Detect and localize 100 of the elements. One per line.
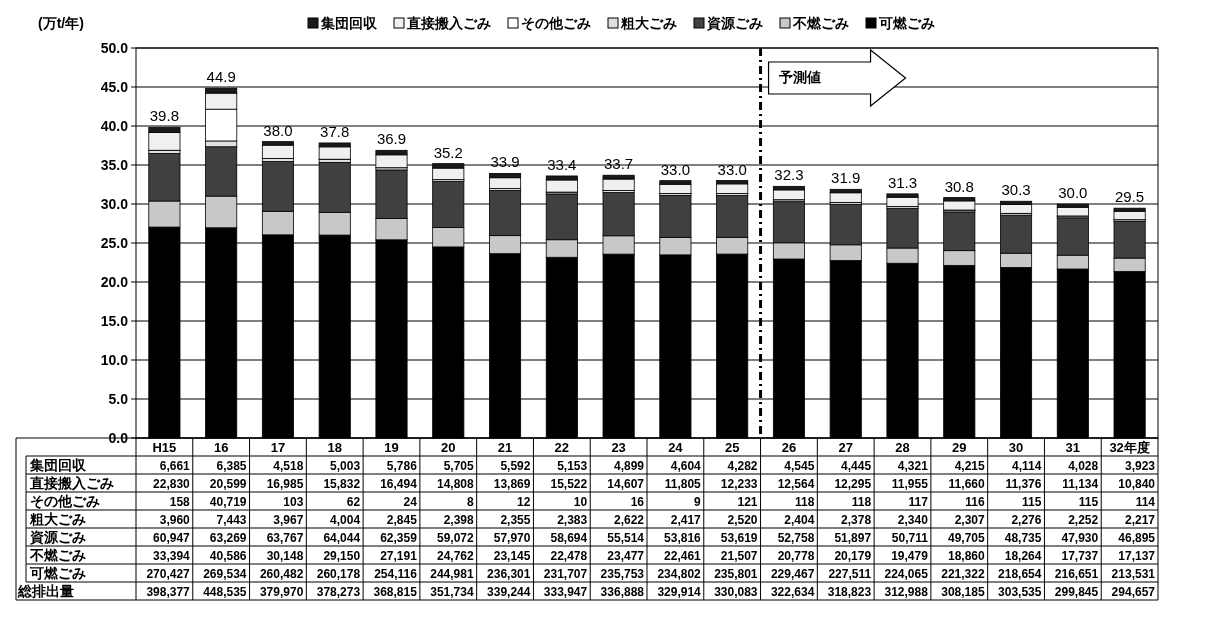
text: 11,376 [1005, 477, 1042, 491]
text: 116 [965, 495, 985, 509]
text: 303,535 [998, 585, 1042, 599]
text: 2,417 [670, 513, 702, 527]
text: 227,511 [828, 567, 872, 581]
text: 244,981 [430, 567, 474, 581]
text: 集団回収 [30, 457, 86, 473]
text: 117 [908, 495, 929, 509]
text: 5,592 [500, 459, 531, 473]
text: 2,276 [1011, 513, 1042, 527]
text: 14,607 [607, 477, 645, 491]
total-label: 30.0 [1058, 184, 1088, 202]
y-tick-label: 50.0 [100, 39, 129, 56]
y-tick-label: 40.0 [100, 117, 129, 134]
x-tick-label: 30 [1008, 440, 1024, 455]
text: 114 [1135, 495, 1156, 509]
text: 資源ごみ [30, 529, 86, 545]
text: 4,899 [613, 459, 645, 473]
text: 24 [403, 495, 418, 509]
y-tick-label: 10.0 [100, 351, 129, 368]
x-tick-label: 17 [270, 440, 286, 455]
text: 20,599 [209, 477, 247, 491]
x-tick-label: 16 [213, 440, 229, 455]
text: 3,960 [159, 513, 191, 527]
text: 333,947 [543, 585, 588, 599]
text: 29,150 [323, 549, 361, 563]
text: 118 [851, 495, 872, 509]
text: 4,518 [273, 459, 304, 473]
legend-label: 粗大ごみ [620, 15, 677, 31]
text: 339,244 [487, 585, 531, 599]
total-label: 31.3 [887, 173, 918, 191]
text: 2,404 [784, 513, 815, 527]
text: 47,930 [1061, 531, 1099, 545]
text: 59,072 [436, 531, 474, 545]
text: 2,355 [500, 513, 531, 527]
text: 23,477 [607, 549, 645, 563]
text: 63,767 [266, 531, 304, 545]
text: 40,586 [209, 549, 247, 563]
text: 15,832 [323, 477, 361, 491]
text: 235,753 [600, 567, 645, 581]
text: 6,661 [159, 459, 191, 473]
text: 115 [1078, 495, 1099, 509]
text: 213,531 [1111, 567, 1156, 581]
text: 33,394 [153, 549, 191, 563]
total-label: 35.2 [433, 143, 463, 161]
text: 103 [283, 495, 304, 509]
text: 17,137 [1118, 549, 1156, 563]
total-label: 38.0 [263, 121, 293, 139]
text: 318,823 [827, 585, 872, 599]
text: 235,801 [714, 567, 758, 581]
y-tick-label: 15.0 [100, 312, 129, 329]
text: 5,153 [557, 459, 588, 473]
text: 2,520 [727, 513, 758, 527]
x-tick-label: 25 [724, 440, 740, 455]
text: 16,985 [266, 477, 304, 491]
text: 20,778 [777, 549, 815, 563]
text: その他ごみ [30, 493, 100, 509]
text: 53,619 [720, 531, 758, 545]
x-tick-label: 22 [554, 440, 570, 455]
text: 62,359 [380, 531, 418, 545]
text: 4,004 [330, 513, 361, 527]
total-label: 30.3 [1001, 181, 1031, 199]
x-tick-label: 32年度 [1109, 440, 1150, 455]
y-tick-label: 25.0 [100, 234, 129, 251]
text: 17,737 [1061, 549, 1099, 563]
text: 4,321 [897, 459, 929, 473]
text: 22,461 [664, 549, 702, 563]
x-tick-label: 27 [838, 440, 853, 455]
text: 336,888 [600, 585, 645, 599]
text: 229,467 [770, 567, 815, 581]
text: 329,914 [657, 585, 702, 599]
text: 22,830 [153, 477, 191, 491]
text: 2,378 [841, 513, 872, 527]
text: 2,383 [557, 513, 588, 527]
total-label: 29.5 [1115, 188, 1145, 206]
text: 3,923 [1124, 459, 1156, 473]
x-tick-label: H15 [152, 440, 177, 455]
text: 4,028 [1068, 459, 1099, 473]
text: 7,443 [216, 513, 247, 527]
x-tick-label: 31 [1065, 440, 1081, 455]
text: 5,705 [443, 459, 474, 473]
text: 121 [737, 495, 758, 509]
text: 11,660 [948, 477, 985, 491]
text: 5,003 [330, 459, 361, 473]
text: 14,808 [436, 477, 474, 491]
x-tick-label: 20 [441, 440, 456, 455]
text: 3,967 [273, 513, 304, 527]
text: 231,707 [543, 567, 588, 581]
text: 12 [517, 495, 531, 509]
text: 299,845 [1054, 585, 1099, 599]
text: 6,385 [216, 459, 247, 473]
text: 30,148 [266, 549, 304, 563]
text: 158 [169, 495, 191, 509]
text: 260,482 [259, 567, 304, 581]
x-tick-label: 19 [384, 440, 399, 455]
text: 11,134 [1062, 477, 1099, 491]
x-tick-label: 24 [668, 440, 684, 455]
total-label: 31.9 [831, 169, 861, 187]
legend-label: その他ごみ [521, 15, 591, 31]
text: 27,191 [380, 549, 418, 563]
